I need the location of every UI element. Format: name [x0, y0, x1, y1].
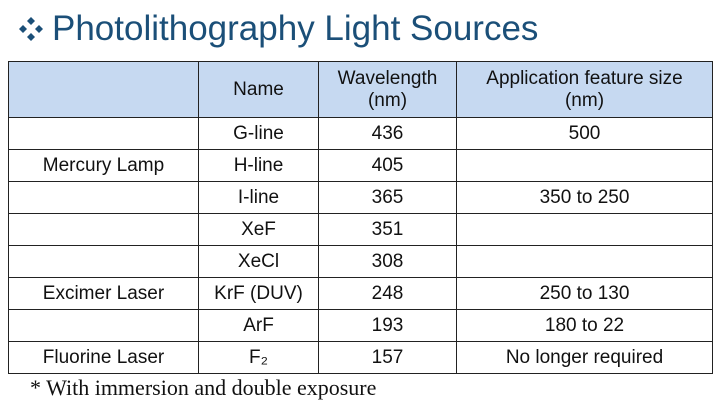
table-cell: 405: [318, 149, 457, 182]
table-cell: 365: [318, 181, 457, 214]
title-row: Photolithography Light Sources: [18, 6, 538, 52]
table-cell: [8, 309, 199, 342]
table-cell: Mercury Lamp: [8, 149, 199, 182]
table-cell: [8, 181, 199, 214]
table-cell: 157: [318, 341, 457, 374]
table-cell: I-line: [198, 181, 319, 214]
table-row: Mercury Lamp H-line 405: [8, 149, 713, 182]
table-cell: Fluorine Laser: [8, 341, 199, 374]
table-cell: XeCl: [198, 245, 319, 278]
table-cell: 351: [318, 213, 457, 246]
table-cell: 180 to 22: [456, 309, 713, 342]
table-row: I-line 365 350 to 250: [8, 181, 713, 214]
table-cell: 308: [318, 245, 457, 278]
table-cell: ArF: [198, 309, 319, 342]
table-cell: G-line: [198, 117, 319, 150]
table-cell: XeF: [198, 213, 319, 246]
table-row: G-line 436 500: [8, 117, 713, 150]
header-row: Name Wavelength (nm) Application feature s…: [8, 61, 713, 118]
table-cell: F₂: [198, 341, 319, 374]
table-cell: 248: [318, 277, 457, 310]
table-cell: Excimer Laser: [8, 277, 199, 310]
table-cell: [8, 213, 199, 246]
table-cell: 250 to 130: [456, 277, 713, 310]
table-cell: 350 to 250: [456, 181, 713, 214]
table-cell: No longer required: [456, 341, 713, 374]
table-cell: 193: [318, 309, 457, 342]
table-row: XeF 351: [8, 213, 713, 246]
header-cell: Name: [198, 61, 319, 118]
table-cell: KrF (DUV): [198, 277, 319, 310]
table-header: Name Wavelength (nm) Application feature s…: [8, 61, 713, 118]
table-cell: [8, 117, 199, 150]
bullet-icon: [19, 17, 43, 41]
header-cell: Application feature size (nm): [456, 61, 713, 118]
light-source-table: Name Wavelength (nm) Application feature s…: [8, 61, 713, 374]
table-cell: [456, 245, 713, 278]
header-cell: Wavelength (nm): [318, 61, 457, 118]
table-row: ArF 193 180 to 22: [8, 309, 713, 342]
table-row: Excimer Laser KrF (DUV) 248 250 to 130: [8, 277, 713, 310]
slide-title: Photolithography Light Sources: [52, 9, 539, 48]
table-body: G-line 436 500 Mercury Lamp H-line 405 I-line 3…: [8, 117, 713, 374]
table-cell: [456, 213, 713, 246]
table-row: XeCl 308: [8, 245, 713, 278]
table-cell: 436: [318, 117, 457, 150]
header-cell: [8, 61, 199, 118]
table-cell: [456, 149, 713, 182]
table-cell: H-line: [198, 149, 319, 182]
table-cell: [8, 245, 199, 278]
table-row: Fluorine Laser F₂ 157 No longer required: [8, 341, 713, 374]
footnote: * With immersion and double exposure: [30, 375, 377, 400]
table-cell: 500: [456, 117, 713, 150]
